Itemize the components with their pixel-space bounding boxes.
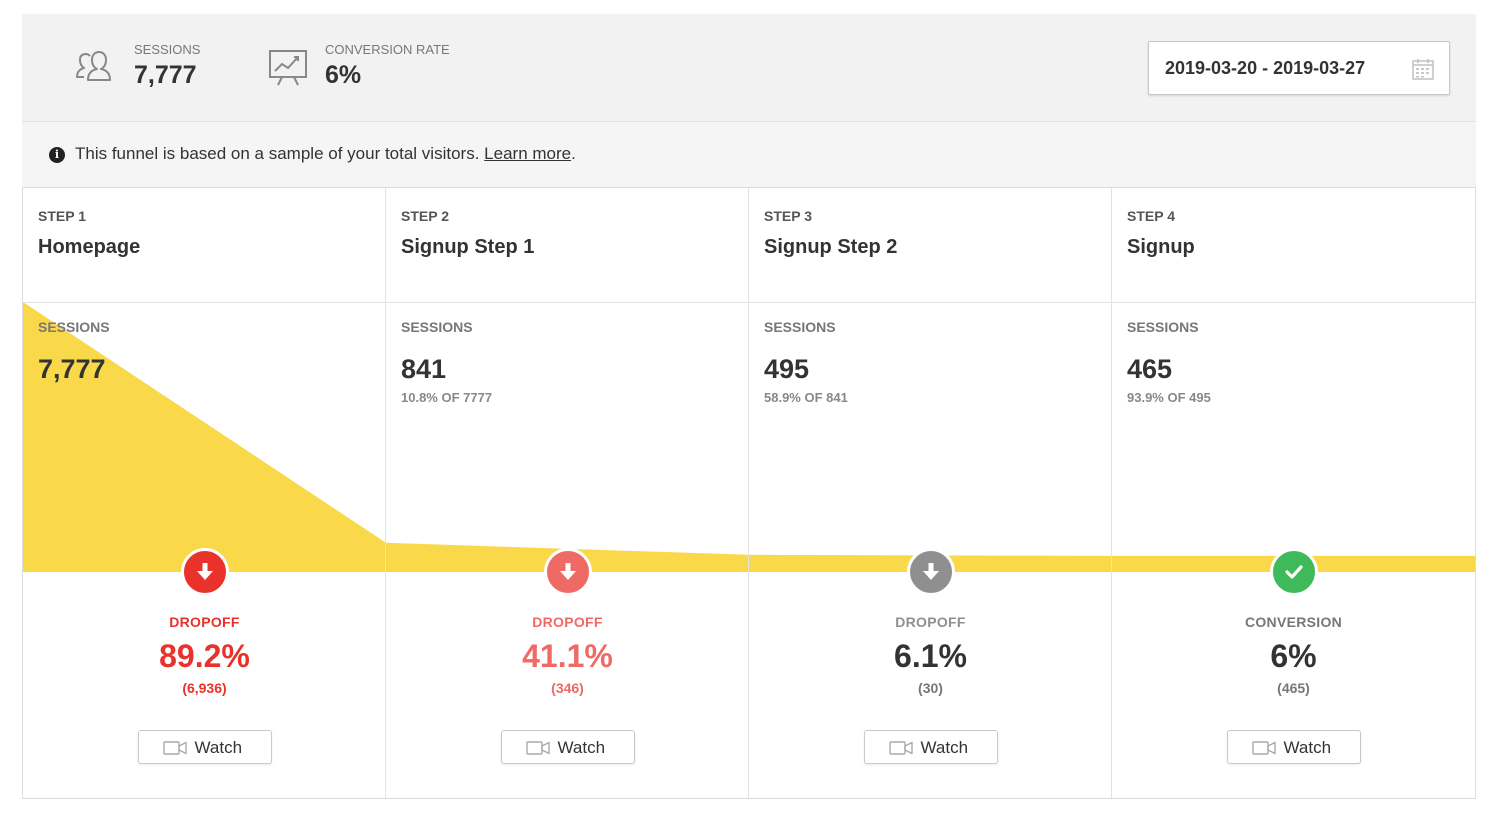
step-number: STEP 3 (764, 208, 812, 224)
arrow-down-icon (922, 563, 939, 580)
funnel-area-chart (23, 302, 1475, 572)
metric-label: CONVERSION (1244, 614, 1343, 630)
sessions-label: SESSIONS (1127, 319, 1199, 335)
conversion-rate-value: 6% (325, 61, 362, 89)
step-name: Homepage (38, 236, 141, 258)
step-number: STEP 2 (401, 208, 449, 224)
calendar-icon (1412, 59, 1434, 80)
row-divider (23, 302, 1475, 303)
sessions-label: SESSIONS (401, 319, 473, 335)
metric-count: (6,936) (182, 680, 227, 696)
step-name: Signup Step 1 (401, 236, 535, 258)
metric-count: (30) (918, 680, 943, 696)
sessions-stat-label: SESSIONS (134, 42, 201, 57)
date-range-value: 2019-03-20 - 2019-03-27 (1165, 58, 1366, 78)
step-sessions: SESSIONS 495 58.9% OF 841 (749, 302, 1112, 572)
metric-value: 6% (1270, 638, 1317, 674)
video-camera-icon (162, 741, 187, 755)
watch-button[interactable]: Watch (137, 730, 272, 764)
metric-label: DROPOFF (532, 614, 603, 630)
metric-count: (346) (551, 680, 584, 696)
metric-label: DROPOFF (169, 614, 240, 630)
notice-text: This funnel is based on a sample of your… (75, 144, 576, 164)
arrow-down-icon (559, 563, 576, 580)
step-name: Signup (1127, 236, 1195, 258)
step-header: STEP 4 Signup (1112, 188, 1475, 302)
watch-label: Watch (557, 738, 606, 757)
step-metric: DROPOFF 6.1% (30) (749, 614, 1112, 696)
notice-message: This funnel is based on a sample of your… (75, 144, 480, 163)
dropoff-badge (906, 548, 955, 596)
checkmark-icon (1284, 565, 1303, 579)
users-icon (76, 51, 111, 81)
step-sessions: SESSIONS 465 93.9% OF 495 (1112, 302, 1475, 572)
funnel-area (23, 302, 1475, 572)
step-sessions: SESSIONS 841 10.8% OF 7777 (386, 302, 749, 572)
sessions-count: 841 (401, 354, 447, 384)
column-divider (385, 188, 386, 798)
step-metric: CONVERSION 6% (465) (1112, 614, 1475, 696)
date-range-picker[interactable]: 2019-03-20 - 2019-03-27 (1148, 41, 1450, 95)
metric-count: (465) (1277, 680, 1310, 696)
info-icon: i (49, 147, 65, 163)
sample-notice: i This funnel is based on a sample of yo… (22, 122, 1476, 188)
presentation-chart-icon (269, 50, 307, 86)
column-divider (1111, 188, 1112, 798)
sessions-label: SESSIONS (764, 319, 836, 335)
video-camera-icon (1251, 741, 1276, 755)
sessions-count: 495 (764, 354, 810, 384)
watch-button[interactable]: Watch (863, 730, 998, 764)
metric-value: 89.2% (159, 638, 250, 674)
sessions-stat-value: 7,777 (134, 61, 197, 89)
video-camera-icon (888, 741, 913, 755)
sessions-label: SESSIONS (38, 319, 110, 335)
dropoff-badge (543, 548, 592, 596)
video-camera-icon (525, 741, 550, 755)
funnel-header: SESSIONS 7,777 CONVERSION RATE 6% 2019-0… (22, 14, 1476, 122)
dropoff-badge (180, 548, 229, 596)
step-sessions: SESSIONS 7,777 (23, 302, 386, 572)
watch-label: Watch (920, 738, 969, 757)
funnel-panel: SESSIONS 7,777 CONVERSION RATE 6% 2019-0… (22, 14, 1476, 799)
conversion-rate-label: CONVERSION RATE (325, 42, 450, 57)
sessions-count: 465 (1127, 354, 1173, 384)
metric-label: DROPOFF (895, 614, 966, 630)
step-header: STEP 2 Signup Step 1 (386, 188, 749, 302)
conversion-badge (1269, 548, 1318, 596)
metric-value: 41.1% (522, 638, 613, 674)
learn-more-link[interactable]: Learn more (484, 144, 572, 163)
sessions-percent-of-previous: 93.9% OF 495 (1127, 390, 1211, 405)
notice-suffix: . (571, 144, 576, 163)
step-number: STEP 4 (1127, 208, 1175, 224)
watch-button[interactable]: Watch (1226, 730, 1361, 764)
step-metric: DROPOFF 41.1% (346) (386, 614, 749, 696)
watch-button[interactable]: Watch (500, 730, 635, 764)
sessions-percent-of-previous: 10.8% OF 7777 (401, 390, 493, 405)
sessions-percent-of-previous: 58.9% OF 841 (764, 390, 848, 405)
metric-value: 6.1% (894, 638, 967, 674)
step-metric: DROPOFF 89.2% (6,936) (23, 614, 386, 696)
step-number: STEP 1 (38, 208, 86, 224)
sessions-count: 7,777 (38, 354, 106, 384)
watch-label: Watch (194, 738, 243, 757)
step-header: STEP 3 Signup Step 2 (749, 188, 1112, 302)
step-name: Signup Step 2 (764, 236, 898, 258)
arrow-down-icon (196, 563, 213, 580)
funnel-grid: STEP 1 Homepage SESSIONS 7,777 DROPOFF 89.2% (… (22, 188, 1476, 799)
step-header: STEP 1 Homepage (23, 188, 386, 302)
watch-label: Watch (1283, 738, 1332, 757)
column-divider (748, 188, 749, 798)
